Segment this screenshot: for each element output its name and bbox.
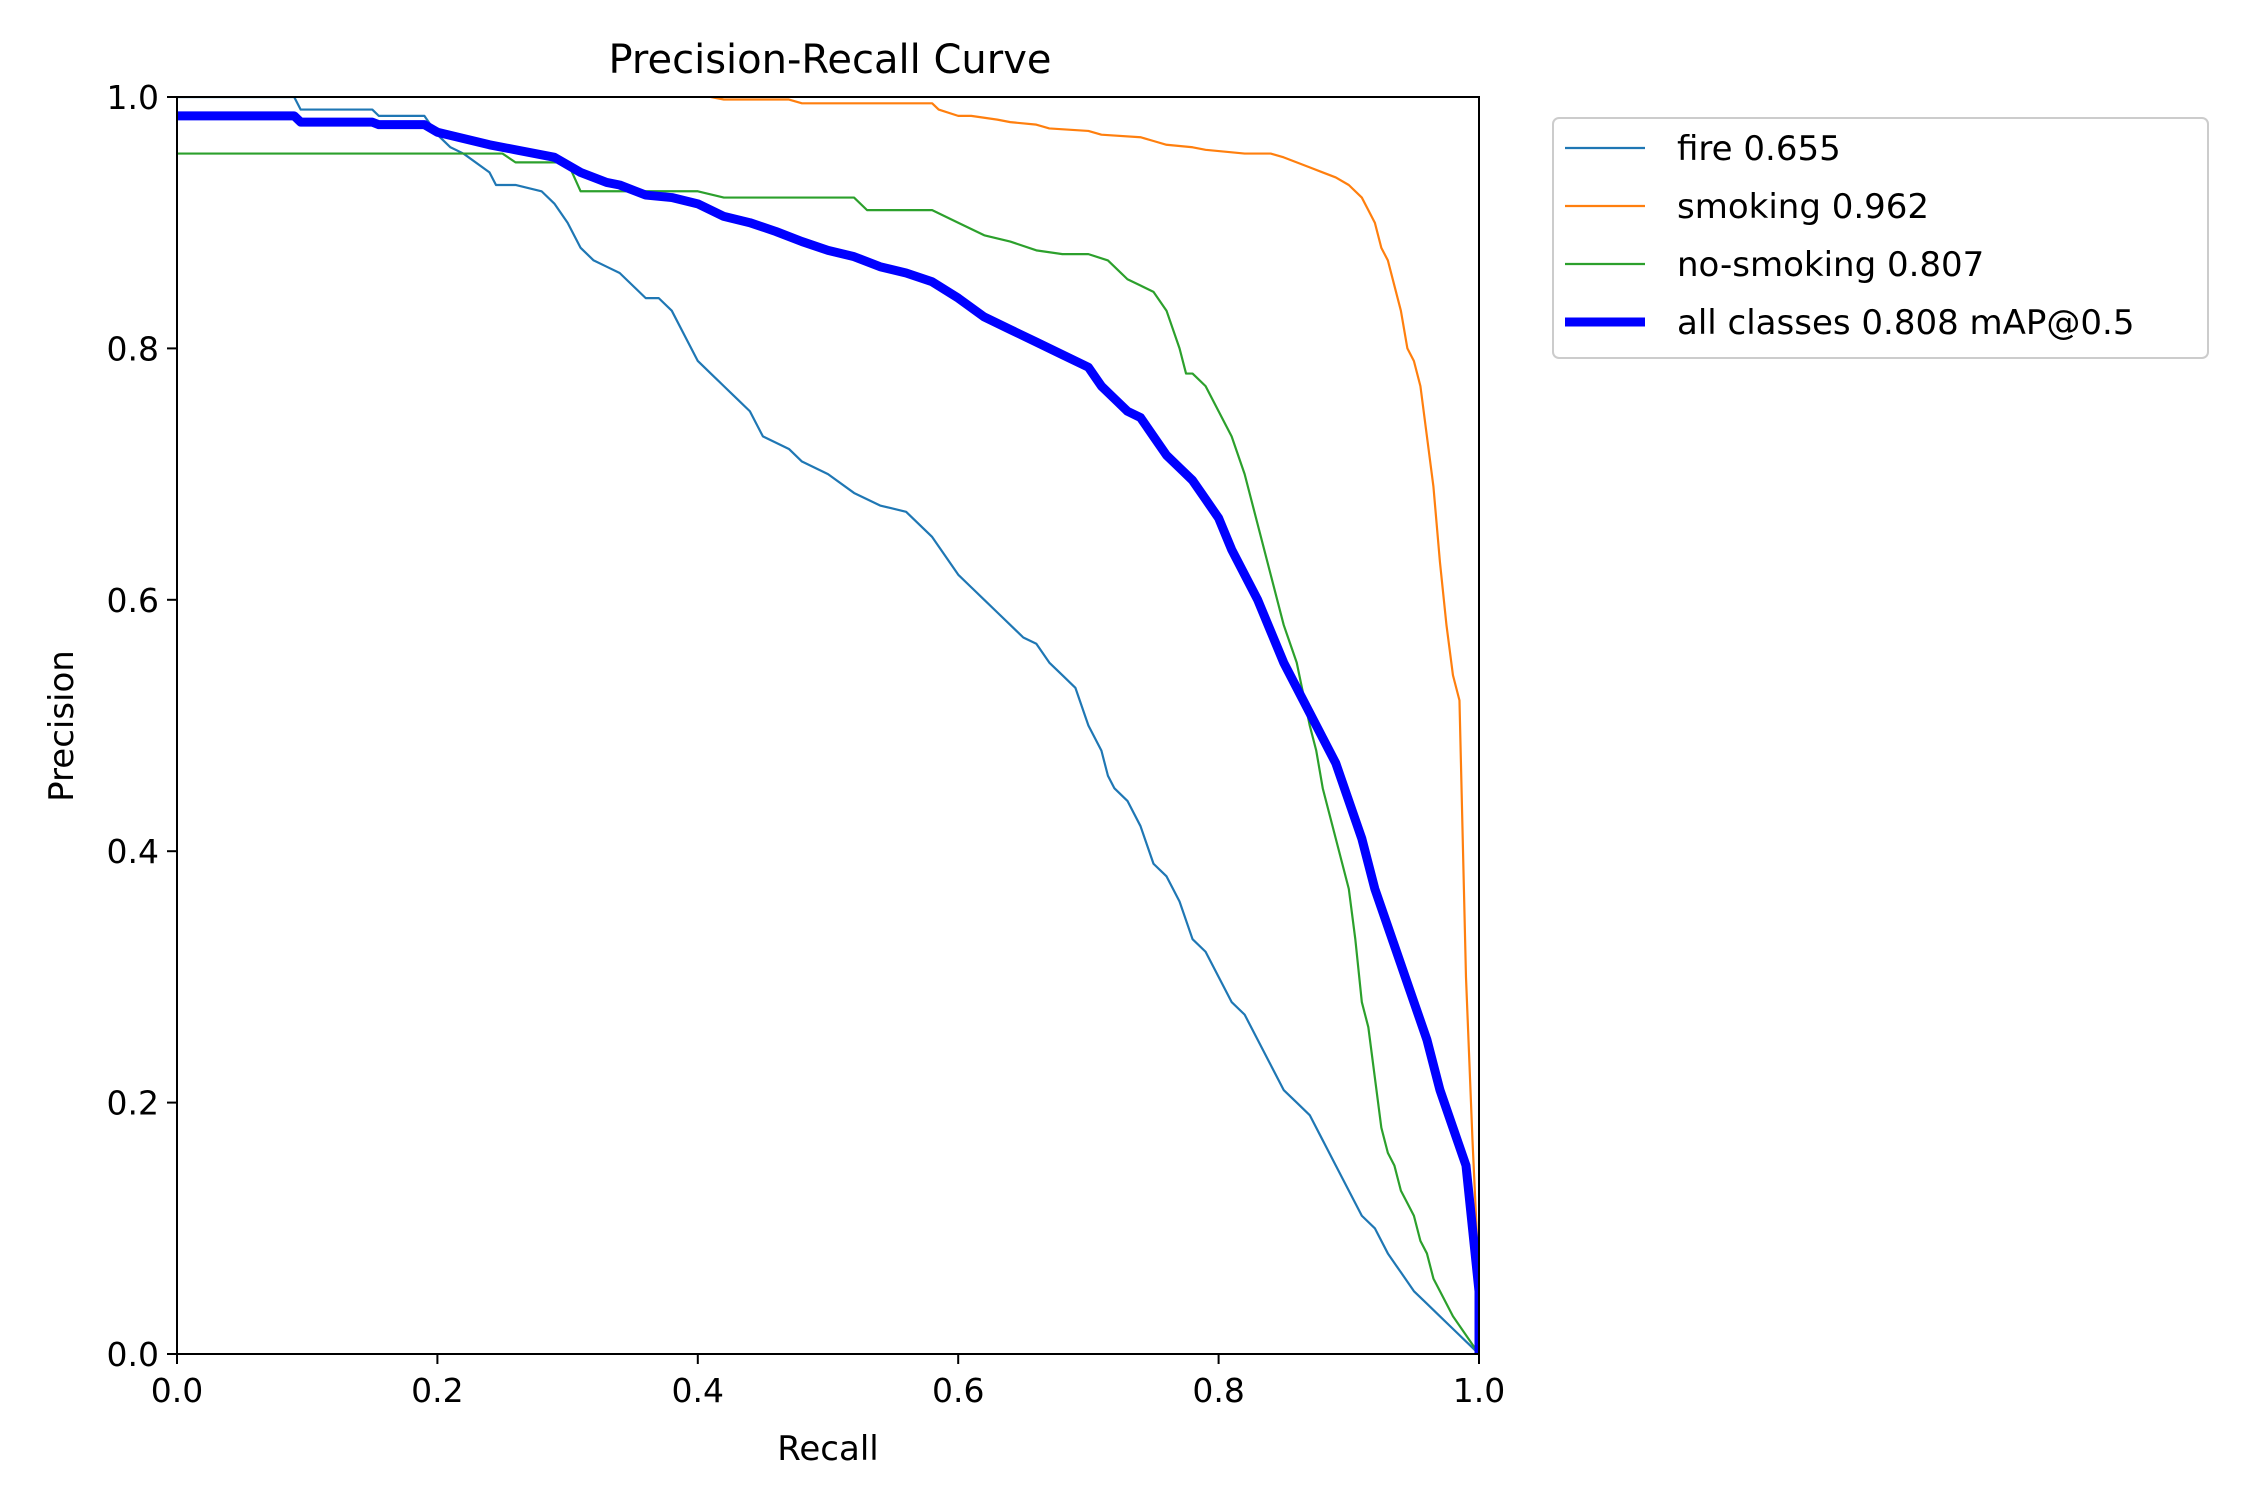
x-tick-label: 1.0 [1453,1371,1505,1410]
plot-frame [176,96,1480,1355]
series-line-smoking [710,97,1479,1354]
legend-label: smoking 0.962 [1677,187,1929,227]
legend-items: fire 0.655 smoking 0.962 no-smoking 0.807 a… [1565,129,2134,343]
legend-label: all classes 0.808 mAP@0.5 [1677,303,2134,343]
x-tick-label: 0.0 [151,1371,203,1410]
legend: fire 0.655 smoking 0.962 no-smoking 0.807 a… [1552,117,2209,359]
x-axis-label: Recall [777,1429,878,1469]
y-tick-label: 0.4 [107,832,159,871]
series-line-no-smoking [177,152,1479,1354]
legend-label: fire 0.655 [1677,129,1841,169]
y-tick-label: 0.6 [107,581,159,620]
x-tick-label: 0.2 [411,1371,463,1410]
chart-title: Precision-Recall Curve [609,37,1052,83]
legend-entry-no-smoking: no-smoking 0.807 [1565,245,1984,285]
x-tick-label: 0.8 [1192,1371,1244,1410]
legend-box [1552,117,2209,359]
legend-entry-fire: fire 0.655 [1565,129,1841,169]
legend-label: no-smoking 0.807 [1677,245,1984,285]
legend-entry-all-classes: all classes 0.808 mAP@0.5 [1565,303,2134,343]
x-tick-label: 0.6 [932,1371,984,1410]
legend-entry-smoking: smoking 0.962 [1565,187,1929,227]
y-axis-label: Precision [42,650,82,802]
plot-area [176,96,1480,1355]
series-line-all-classes [177,111,1479,1354]
x-axis-ticks: 0.0 0.2 0.4 0.6 0.8 1.0 [151,1354,1505,1410]
x-tick-label: 0.4 [672,1371,724,1410]
y-tick-label: 0.2 [107,1084,159,1123]
y-tick-label: 0.0 [107,1335,159,1374]
y-tick-label: 0.8 [107,329,159,368]
y-axis-ticks: 0.0 0.2 0.4 0.6 0.8 1.0 [107,78,177,1374]
y-tick-label: 1.0 [107,78,159,117]
series-line-fire [177,97,1479,1354]
series-layer [177,97,1479,1354]
